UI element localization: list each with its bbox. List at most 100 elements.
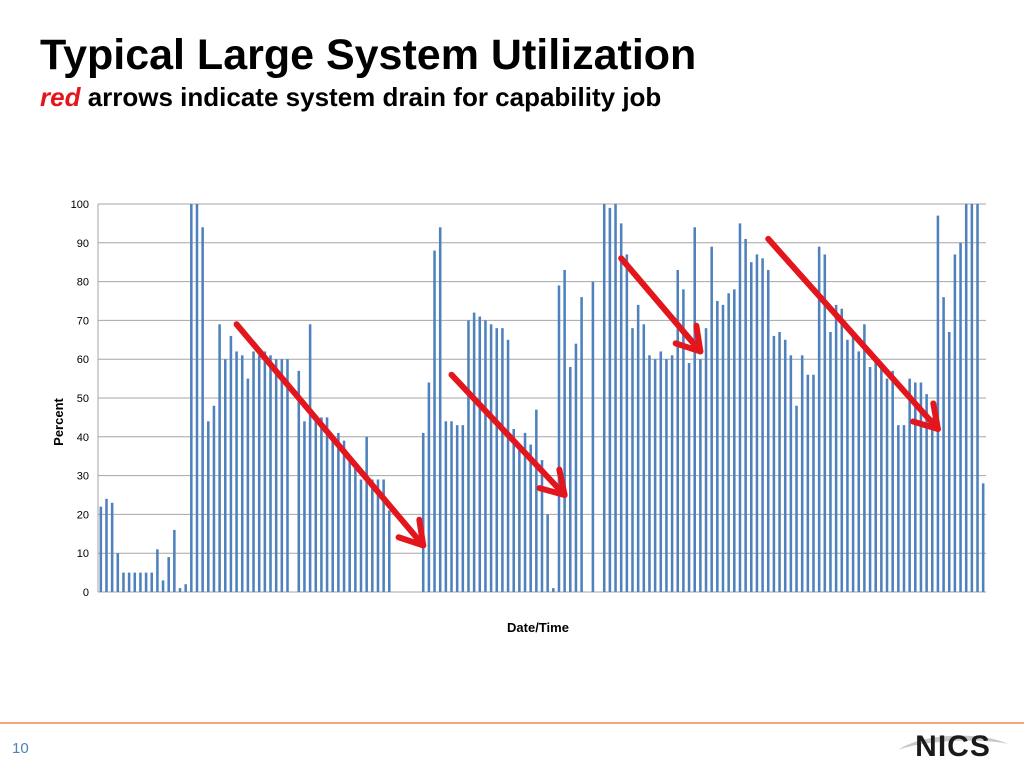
bar — [750, 262, 753, 592]
bar — [489, 324, 493, 592]
bar — [942, 297, 945, 592]
bar — [450, 421, 453, 592]
bar — [574, 343, 578, 592]
bar — [444, 421, 448, 592]
bar — [371, 479, 374, 592]
bar — [919, 382, 923, 592]
bar — [789, 355, 793, 592]
drain-arrow-4 — [765, 235, 941, 433]
bar — [523, 432, 527, 592]
bar — [699, 359, 702, 592]
bar — [252, 351, 255, 592]
y-tick-label: 40 — [77, 432, 89, 444]
bar — [235, 351, 238, 592]
bar — [642, 324, 646, 592]
nics-logo: NICS — [894, 730, 1012, 763]
bar — [518, 444, 521, 592]
bar — [331, 436, 334, 592]
bar — [755, 254, 759, 592]
bar — [297, 370, 301, 592]
bar — [619, 223, 623, 592]
bar — [552, 588, 555, 592]
bar — [608, 207, 612, 592]
bar — [676, 269, 680, 592]
bar — [874, 359, 877, 592]
bar — [184, 584, 187, 592]
bar — [376, 479, 380, 592]
y-tick-label: 20 — [77, 509, 89, 521]
bar — [738, 223, 742, 592]
bar — [427, 382, 431, 592]
bar — [846, 339, 849, 592]
bar — [467, 320, 470, 592]
bar — [173, 529, 176, 592]
bar — [110, 502, 114, 592]
bar — [201, 227, 204, 592]
bar — [495, 328, 499, 592]
y-tick-label: 30 — [77, 471, 89, 483]
bar — [314, 417, 318, 592]
bar — [359, 479, 363, 592]
y-tick-label: 90 — [77, 238, 89, 250]
bar — [834, 304, 838, 592]
bar — [105, 498, 108, 592]
bar — [99, 506, 103, 592]
bar — [766, 269, 770, 592]
y-tick-label: 10 — [77, 548, 89, 560]
bar — [540, 460, 544, 592]
bar — [817, 246, 821, 592]
drain-arrows — [233, 235, 941, 549]
bar — [178, 588, 182, 592]
bar — [959, 242, 962, 593]
bar — [274, 359, 278, 592]
bar — [693, 227, 696, 592]
bar — [557, 285, 561, 592]
bar — [806, 374, 810, 592]
bar — [682, 289, 685, 592]
bar — [320, 417, 323, 592]
bar — [190, 204, 193, 592]
bar — [263, 351, 267, 592]
bar — [461, 425, 465, 592]
bar — [580, 297, 583, 592]
bar — [139, 572, 142, 592]
bar — [506, 339, 510, 592]
utilization-bar-chart: 0 10 20 30 40 50 60 70 80 90 100 Percent Date/Time — [51, 199, 986, 635]
bar — [382, 479, 385, 592]
bar — [535, 409, 538, 592]
bar — [563, 269, 566, 592]
bar — [342, 440, 346, 592]
bar — [744, 238, 747, 593]
bar — [455, 425, 459, 592]
bar — [195, 204, 199, 592]
bar — [891, 370, 894, 592]
bar — [783, 339, 787, 592]
bar — [800, 355, 804, 592]
bar — [840, 308, 844, 592]
bar — [885, 378, 889, 592]
bar — [925, 394, 928, 592]
bar — [257, 355, 261, 592]
bar — [421, 432, 425, 592]
bar — [976, 204, 979, 592]
page-number: 10 — [12, 740, 29, 757]
subtitle-text: arrows indicate system drain for capabil… — [80, 82, 662, 112]
bar — [687, 363, 691, 592]
bar — [631, 328, 634, 592]
slide-subtitle: red arrows indicate system drain for cap… — [40, 82, 661, 112]
bar — [970, 204, 974, 592]
bar — [156, 549, 159, 592]
bar — [930, 417, 934, 592]
bar — [167, 557, 170, 592]
bar — [947, 332, 951, 592]
bar — [863, 324, 866, 592]
footer-divider — [0, 722, 1024, 724]
bar — [851, 332, 855, 592]
bar — [704, 328, 708, 592]
bar — [433, 250, 436, 592]
bar — [908, 378, 911, 592]
chart-bars — [99, 204, 985, 593]
bar — [127, 572, 131, 592]
bar — [897, 425, 900, 592]
bar — [823, 254, 827, 592]
